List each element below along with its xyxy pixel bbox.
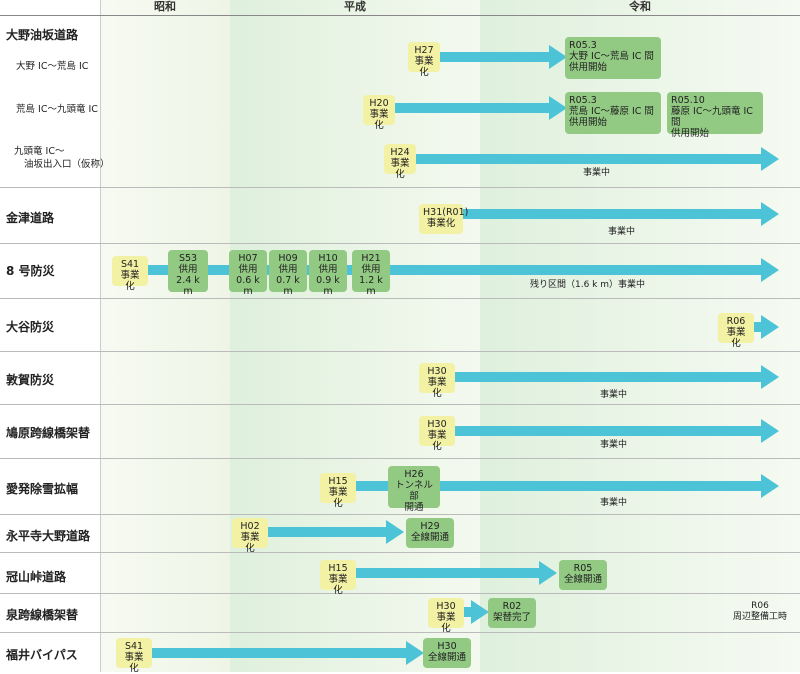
divider-label-column	[100, 0, 101, 672]
arrow-head-icon	[761, 365, 779, 389]
start-marker: S41 事業化	[116, 638, 152, 674]
progress-bar	[440, 52, 550, 62]
row-label-route8-disaster: 8 号防災	[6, 264, 55, 278]
status-note: 事業中	[600, 440, 628, 450]
arrow-head-icon	[406, 641, 424, 665]
status-note: 事業中	[608, 227, 636, 237]
milestone-marker: H07 供用 0.6 k m	[229, 250, 267, 297]
row-label-hatohara-bridge: 鳩原跨線橋架替	[6, 426, 91, 440]
start-marker: H15 事業化	[320, 473, 356, 509]
row-label-kanmuriyama: 冠山峠道路	[6, 570, 67, 584]
arrow-head-icon	[471, 600, 489, 624]
arrow-head-icon	[549, 96, 567, 120]
separator	[0, 298, 800, 299]
milestone-marker: H10 供用 0.9 k m	[309, 250, 347, 297]
progress-bar	[266, 527, 388, 537]
status-note: R06 周辺整備工時	[733, 601, 788, 622]
showa-band	[100, 0, 230, 672]
separator	[0, 187, 800, 188]
progress-bar	[140, 265, 762, 275]
separator	[0, 404, 800, 405]
era-showa: 昭和	[154, 0, 176, 13]
status-note: 残り区間（1.6 k m）事業中	[530, 280, 646, 290]
completion-marker: R05.10 藤原 IC～九頭竜 IC 間 供用開始	[667, 92, 763, 139]
separator	[0, 552, 800, 553]
arrow-head-icon	[761, 419, 779, 443]
arrow-head-icon	[539, 561, 557, 585]
completion-marker: R05 全線開通	[559, 560, 607, 590]
progress-bar	[350, 481, 762, 491]
start-marker: H30 事業化	[419, 416, 455, 452]
row-label-izumi-bridge: 泉跨線橋架替	[6, 608, 79, 622]
start-marker: R06 事業化	[718, 313, 754, 349]
row-label-ono-aburasaka: 大野油坂道路	[6, 28, 79, 42]
completion-marker: R02 架替完了	[488, 598, 536, 628]
separator	[0, 632, 800, 633]
milestone-marker: H26 トンネル部 開通	[388, 466, 440, 513]
completion-marker: R05.3 荒島 IC～藤原 IC 間 供用開始	[565, 92, 661, 134]
progress-bar	[392, 103, 550, 113]
row-label-arachi-snow: 愛発除雪拡幅	[6, 482, 79, 496]
arrow-head-icon	[761, 474, 779, 498]
arrow-head-icon	[761, 147, 779, 171]
completion-marker: R05.3 大野 IC～荒島 IC 間 供用開始	[565, 37, 661, 79]
milestone-marker: H09 供用 0.7 k m	[269, 250, 307, 297]
row-label-otani-disaster: 大谷防災	[6, 320, 55, 334]
start-marker: H31(R01) 事業化	[419, 204, 468, 234]
arrow-head-icon	[386, 520, 404, 544]
row-label-tsuruga-disaster: 敦賀防災	[6, 373, 55, 387]
status-note: 事業中	[600, 390, 628, 400]
era-heisei: 平成	[344, 0, 366, 13]
row-label-fukui-bypass: 福井バイパス	[6, 648, 78, 662]
progress-bar	[150, 648, 408, 658]
start-marker: H15 事業化	[320, 560, 356, 596]
progress-bar	[350, 568, 540, 578]
arrow-head-icon	[549, 45, 567, 69]
start-marker: H30 事業化	[428, 598, 464, 634]
sub-label-arashima-kuzuryu: 荒島 IC～九頭竜 IC	[16, 104, 98, 115]
separator	[0, 593, 800, 594]
separator	[0, 514, 800, 515]
separator	[0, 243, 800, 244]
status-note: 事業中	[600, 498, 628, 508]
progress-bar	[460, 209, 762, 219]
milestone-marker: H21 供用 1.2 k m	[352, 250, 390, 297]
progress-bar	[450, 372, 762, 382]
progress-bar	[410, 154, 762, 164]
arrow-head-icon	[761, 315, 779, 339]
start-marker: H27 事業化	[408, 42, 440, 78]
arrow-head-icon	[761, 202, 779, 226]
progress-bar	[460, 607, 472, 617]
start-marker: H02 事業化	[232, 518, 268, 554]
progress-bar	[450, 426, 762, 436]
era-reiwa: 令和	[629, 0, 651, 13]
completion-marker: H29 全線開通	[406, 518, 454, 548]
start-marker: H30 事業化	[419, 363, 455, 399]
separator	[0, 15, 800, 16]
sub-label-kuzuryu-line2: 油坂出入口（仮称）	[24, 159, 110, 170]
row-label-kanazu: 金津道路	[6, 211, 55, 225]
arrow-head-icon	[761, 258, 779, 282]
start-marker: S41 事業化	[112, 256, 148, 292]
row-label-eiheiji-ono: 永平寺大野道路	[6, 529, 91, 543]
separator	[0, 351, 800, 352]
sub-label-ono-arashima: 大野 IC～荒島 IC	[16, 61, 89, 72]
start-marker: H20 事業化	[363, 95, 395, 131]
start-marker: H24 事業化	[384, 144, 416, 180]
separator	[0, 458, 800, 459]
status-note: 事業中	[583, 168, 611, 178]
completion-marker: H30 全線開通	[423, 638, 471, 668]
milestone-marker: S53 供用 2.4 k m	[168, 250, 208, 297]
sub-label-kuzuryu-line1: 九頭竜 IC～	[14, 146, 65, 157]
